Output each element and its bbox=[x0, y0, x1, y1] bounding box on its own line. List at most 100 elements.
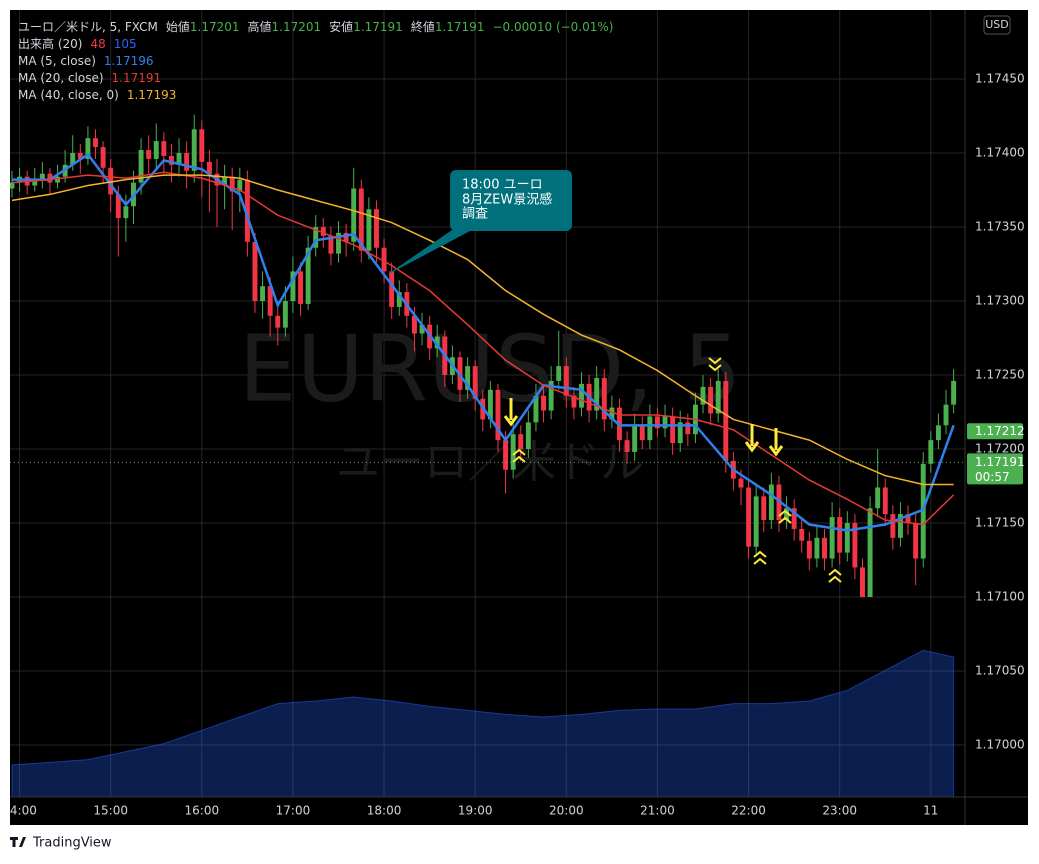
candle-body bbox=[875, 487, 881, 509]
candle-body bbox=[70, 152, 76, 165]
candle-body bbox=[601, 377, 607, 420]
candle-body bbox=[313, 226, 319, 248]
brand-name: TradingView bbox=[32, 836, 112, 851]
legend-text: MA (20, close) bbox=[18, 71, 104, 85]
candle-body bbox=[472, 366, 478, 399]
candle-body bbox=[654, 416, 660, 429]
ma-lines bbox=[11, 152, 955, 532]
candle-body bbox=[890, 514, 896, 538]
candle-body bbox=[518, 434, 524, 450]
candle-body bbox=[768, 484, 774, 521]
candle-body bbox=[541, 395, 547, 411]
candle-body bbox=[791, 508, 797, 529]
y-tick-label: 1.17000 bbox=[975, 738, 1025, 752]
signal-arrow bbox=[503, 398, 519, 427]
candle-body bbox=[837, 517, 843, 553]
candle-body bbox=[662, 416, 668, 429]
candle-body bbox=[55, 176, 61, 183]
candle-body bbox=[677, 422, 683, 444]
candle-body bbox=[708, 386, 714, 414]
callout-pointer bbox=[385, 228, 470, 276]
countdown-label: 00:57 bbox=[975, 470, 1010, 484]
signal-arrow bbox=[768, 428, 784, 457]
currency-label[interactable]: USD bbox=[985, 18, 1009, 31]
candle-body bbox=[913, 523, 919, 559]
candle-body bbox=[563, 366, 569, 396]
candle-body bbox=[715, 380, 721, 414]
candle-body bbox=[867, 508, 873, 598]
candle-body bbox=[351, 188, 357, 242]
candle-body bbox=[639, 425, 645, 441]
volume bbox=[11, 649, 955, 797]
legend-text: 1.17193 bbox=[127, 88, 177, 102]
callout-text: 調査 bbox=[462, 207, 488, 222]
volume-legend: 出来高 (20) 48 105 bbox=[18, 36, 137, 51]
candle-body bbox=[298, 271, 304, 304]
signals bbox=[503, 357, 842, 583]
y-tick-label: 1.17350 bbox=[975, 219, 1025, 233]
candle-body bbox=[784, 508, 790, 521]
y-tick-label: 1.17450 bbox=[975, 71, 1025, 85]
callout-box bbox=[450, 170, 572, 231]
candle-body bbox=[844, 523, 850, 553]
candle-body bbox=[411, 315, 417, 334]
x-tick-label: 16:00 bbox=[185, 804, 220, 818]
candle-body bbox=[191, 129, 197, 171]
candle-body bbox=[85, 138, 91, 159]
legend-text: MA (40, close, 0) bbox=[18, 88, 119, 102]
legend-text: 1.17191 bbox=[112, 71, 162, 85]
candle-body bbox=[290, 271, 296, 301]
candle-body bbox=[822, 537, 827, 559]
ma-line bbox=[11, 171, 955, 526]
x-tick-label: 18:00 bbox=[367, 804, 402, 818]
candle-body bbox=[806, 540, 812, 559]
candle-body bbox=[814, 537, 820, 559]
candle-body bbox=[260, 286, 266, 301]
x-tick-label: 11 bbox=[923, 804, 938, 818]
candle-body bbox=[799, 528, 805, 541]
candle-body bbox=[685, 422, 691, 435]
candle-body bbox=[199, 129, 205, 162]
candle-body bbox=[465, 366, 471, 390]
callout-text: 8月ZEW景況感 bbox=[462, 192, 552, 208]
y-tick-label: 1.17250 bbox=[975, 368, 1025, 382]
signal-chevron bbox=[512, 448, 526, 463]
x-tick-label: 22:00 bbox=[731, 804, 766, 818]
candle-body bbox=[852, 523, 858, 568]
candle-body bbox=[358, 188, 364, 251]
x-tick-label: 19:00 bbox=[458, 804, 493, 818]
ma-price-box bbox=[967, 423, 1023, 440]
candle-body bbox=[10, 182, 15, 189]
y-tick-label: 1.17150 bbox=[975, 516, 1025, 530]
candle-body bbox=[935, 425, 941, 441]
candle-body bbox=[860, 567, 865, 598]
candle-body bbox=[951, 380, 957, 405]
candle-body bbox=[632, 425, 638, 452]
legend-text: 1.17201 bbox=[190, 20, 240, 34]
currency-button[interactable] bbox=[983, 15, 1011, 35]
event-callout: 18:00 ユーロ 8月ZEW景況感 調査 bbox=[385, 170, 572, 276]
candle-body bbox=[336, 232, 341, 254]
candle-body bbox=[548, 380, 554, 411]
candle-body bbox=[434, 336, 440, 349]
candle-body bbox=[138, 150, 144, 183]
candle-body bbox=[146, 150, 152, 159]
ma-legend: MA (20, close) 1.17191 bbox=[18, 71, 161, 85]
candle-body bbox=[244, 179, 250, 242]
candle-body bbox=[761, 496, 767, 521]
legend: ユーロ／米ドル, 5, FXCM 始値1.17201 高値1.17201 安値1.17… bbox=[18, 19, 613, 102]
candle-body bbox=[510, 434, 516, 470]
last-price-box bbox=[967, 453, 1023, 485]
x-tick-label: 14:00 bbox=[2, 804, 37, 818]
candle-body bbox=[609, 407, 615, 420]
legend-text: 1.17201 bbox=[272, 20, 322, 34]
candle-body bbox=[700, 386, 706, 405]
candle-body bbox=[487, 389, 493, 420]
candle-body bbox=[222, 176, 228, 186]
candle-body bbox=[746, 487, 752, 547]
candle-body bbox=[108, 167, 114, 195]
signal-arrow bbox=[744, 424, 760, 453]
x-tick-label: 21:00 bbox=[640, 804, 675, 818]
candle-body bbox=[943, 404, 949, 426]
